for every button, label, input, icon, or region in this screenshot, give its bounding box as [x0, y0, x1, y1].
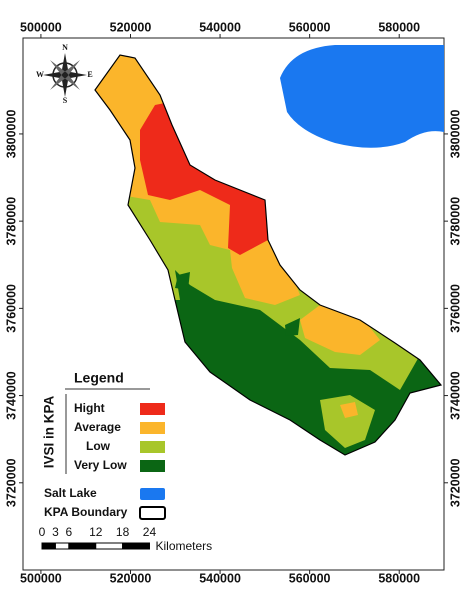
legend-swatch	[140, 403, 165, 415]
legend-swatch	[140, 460, 165, 472]
y-tick-label: 3720000	[448, 458, 462, 507]
scale-segment	[122, 542, 150, 550]
x-tick-label: 580000	[378, 571, 420, 585]
y-tick-label: 3780000	[448, 197, 462, 246]
legend-label: KPA Boundary	[44, 505, 128, 519]
legend-swatch	[139, 506, 166, 520]
x-tick-label: 560000	[289, 571, 331, 585]
compass-rose	[43, 53, 87, 97]
low-zone	[95, 170, 420, 448]
salt-lake	[280, 45, 444, 148]
scale-label: 3	[52, 525, 59, 539]
x-tick-label: 520000	[110, 20, 152, 34]
legend-swatch	[140, 422, 165, 434]
y-tick-label: 3740000	[448, 371, 462, 420]
legend-group-label: IVSI in KPA	[42, 395, 57, 468]
x-tick-label: 560000	[289, 20, 331, 34]
x-tick-label: 540000	[199, 571, 241, 585]
scale-label: 18	[116, 525, 130, 539]
legend-label: Very Low	[74, 458, 127, 472]
very-low-patch	[175, 272, 300, 336]
y-tick-label: 3720000	[4, 458, 18, 507]
legend-swatch	[140, 488, 165, 500]
kpa-boundary	[94, 54, 443, 456]
scale-segment	[54, 542, 70, 550]
x-tick-label: 520000	[110, 571, 152, 585]
scale-segment	[41, 542, 56, 550]
legend-label: Low	[86, 439, 111, 453]
scale-segment	[95, 542, 124, 550]
high-zone	[140, 100, 268, 255]
compass-e: E	[87, 70, 92, 79]
scale-unit: Kilometers	[155, 539, 212, 553]
scale-label: 0	[39, 525, 46, 539]
legend-label: Salt Lake	[44, 486, 97, 500]
x-tick-label: 540000	[199, 20, 241, 34]
legend-swatch	[140, 441, 165, 453]
legend-title: Legend	[74, 370, 124, 386]
y-tick-label: 3800000	[4, 110, 18, 159]
compass-w: W	[36, 70, 44, 79]
y-tick-label: 3760000	[4, 284, 18, 333]
legend-label: Hight	[74, 401, 105, 415]
scale-segment	[68, 542, 97, 550]
x-tick-label: 500000	[20, 20, 62, 34]
y-tick-label: 3780000	[4, 197, 18, 246]
legend-label: Average	[74, 420, 121, 434]
y-tick-label: 3760000	[448, 284, 462, 333]
y-tick-label: 3740000	[4, 371, 18, 420]
scale-label: 6	[66, 525, 73, 539]
compass-n: N	[62, 43, 68, 52]
scale-label: 12	[89, 525, 103, 539]
x-tick-label: 580000	[378, 20, 420, 34]
compass-s: S	[63, 96, 68, 105]
x-tick-label: 500000	[20, 571, 62, 585]
y-tick-label: 3800000	[448, 110, 462, 159]
scale-label: 24	[143, 525, 157, 539]
